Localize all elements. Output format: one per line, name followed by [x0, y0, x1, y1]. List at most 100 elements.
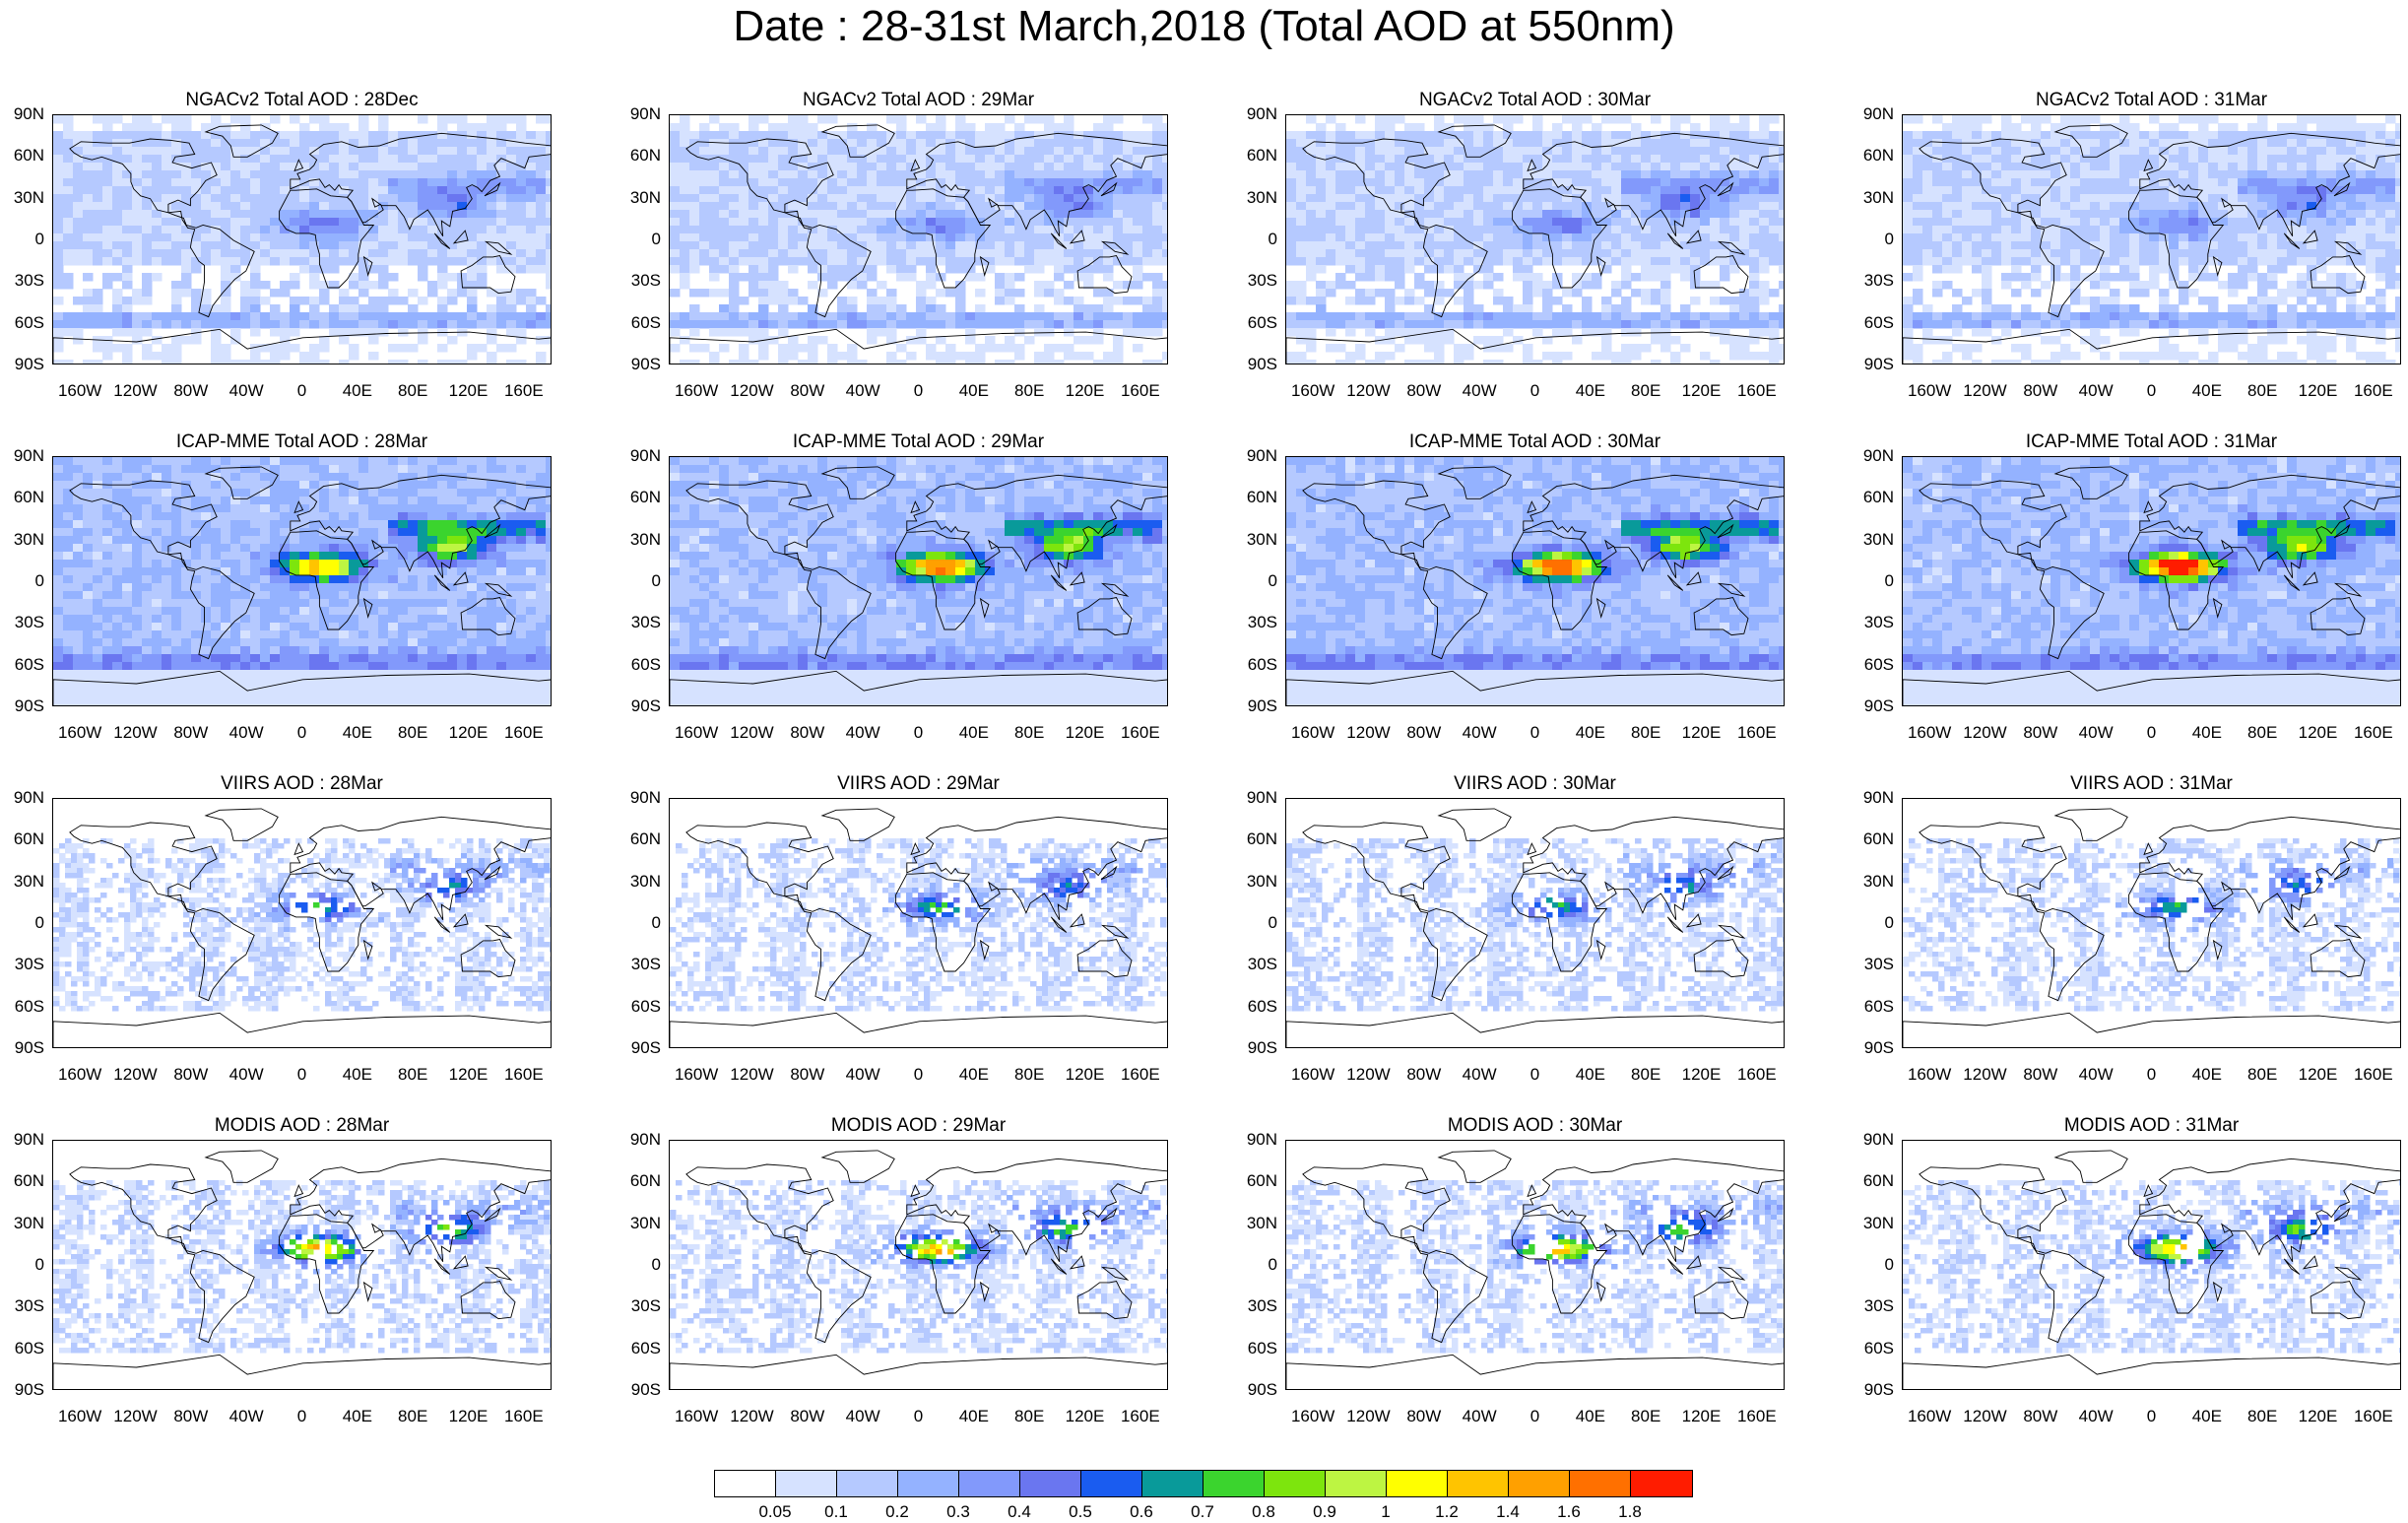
coastlines	[670, 124, 1167, 364]
lon-tick-label: 40E	[1561, 1066, 1620, 1084]
lon-tick-label: 80W	[162, 1408, 221, 1425]
panel-title: NGACv2 Total AOD : 31Mar	[1902, 89, 2401, 112]
colorbar-label: 0.4	[990, 1503, 1049, 1521]
coastlines	[670, 466, 1167, 705]
aod-field	[1903, 457, 2400, 705]
colorbar-box	[775, 1470, 838, 1497]
lon-tick-label: 40W	[833, 1066, 892, 1084]
lat-tick-label: 30N	[0, 530, 44, 549]
lat-tick-label: 30N	[0, 1214, 44, 1232]
lat-tick-label: 0	[612, 231, 661, 248]
colorbar-box	[1264, 1470, 1327, 1497]
colorbar-label: 1.6	[1539, 1503, 1598, 1521]
map-panel-icap-mme-3: ICAP-MME Total AOD : 30Mar 90N 60N 30N 0 30S 6…	[1233, 430, 1852, 765]
lat-tick-label: 30N	[0, 872, 44, 891]
aod-field	[53, 115, 551, 364]
lon-tick-label: 160E	[494, 724, 553, 742]
colorbar-label: 0.05	[746, 1503, 805, 1521]
lon-tick-label: 0	[273, 382, 332, 400]
colorbar-box	[1080, 1470, 1143, 1497]
world-map	[1902, 114, 2401, 364]
panel-title: ICAP-MME Total AOD : 30Mar	[1285, 430, 1785, 454]
lon-tick-label: 80E	[1000, 724, 1059, 742]
lat-tick-label: 90N	[1845, 789, 1894, 807]
aod-field	[1286, 1180, 1784, 1354]
lon-tick-label: 80E	[2233, 1408, 2292, 1425]
map-panel-viirs-1: VIIRS AOD : 28Mar 90N 60N 30N 0 30S 60S 90S 160W…	[0, 772, 618, 1107]
world-map	[669, 798, 1168, 1048]
lat-tick-label: 90N	[0, 789, 44, 807]
lon-tick-label: 160W	[1283, 1066, 1342, 1084]
lon-tick-label: 0	[2122, 382, 2181, 400]
lat-tick-label: 90N	[1228, 447, 1277, 465]
lon-tick-label: 160E	[1727, 1066, 1787, 1084]
colorbar-label: 0.8	[1234, 1503, 1293, 1521]
world-map	[1285, 114, 1785, 364]
lat-tick-label: 90S	[1228, 356, 1277, 373]
aod-field	[1903, 1180, 2400, 1354]
lat-tick-label: 60S	[1228, 313, 1277, 332]
lon-tick-label: 80E	[2233, 724, 2292, 742]
lat-tick-label: 60N	[0, 489, 44, 506]
lon-tick-label: 120W	[1339, 1066, 1399, 1084]
colorbar-label: 1.2	[1417, 1503, 1476, 1521]
lon-tick-label: 160W	[667, 1408, 726, 1425]
lon-tick-label: 120W	[723, 382, 782, 400]
lon-tick-label: 40E	[2178, 724, 2237, 742]
lat-tick-label: 0	[1228, 572, 1277, 590]
lon-tick-label: 40E	[944, 382, 1004, 400]
map-panel-modis-4: MODIS AOD : 31Mar 90N 60N 30N 0 30S 60S 90S 160W…	[1850, 1114, 2408, 1449]
lon-tick-label: 40E	[944, 1408, 1004, 1425]
lon-tick-label: 120W	[1339, 382, 1399, 400]
lon-tick-label: 80E	[383, 724, 442, 742]
colorbar-box	[1508, 1470, 1571, 1497]
lon-tick-label: 80W	[2011, 382, 2070, 400]
lat-tick-label: 60N	[1228, 489, 1277, 506]
lat-tick-label: 0	[612, 572, 661, 590]
lat-tick-label: 90S	[612, 1381, 661, 1399]
lon-tick-label: 80E	[2233, 1066, 2292, 1084]
coastlines	[1903, 466, 2400, 705]
lat-tick-label: 60S	[1228, 997, 1277, 1016]
colorbar-box	[1019, 1470, 1082, 1497]
panel-title: ICAP-MME Total AOD : 29Mar	[669, 430, 1168, 454]
lon-tick-label: 80W	[2011, 1066, 2070, 1084]
lon-tick-label: 40W	[833, 382, 892, 400]
panel-title: VIIRS AOD : 28Mar	[52, 772, 552, 796]
lat-tick-label: 90S	[0, 1039, 44, 1057]
lon-tick-label: 80W	[162, 382, 221, 400]
lat-tick-label: 30S	[0, 614, 44, 631]
lon-tick-label: 120E	[439, 1066, 498, 1084]
lon-tick-label: 160W	[667, 382, 726, 400]
lon-tick-label: 0	[1506, 382, 1565, 400]
lon-tick-label: 120W	[106, 382, 165, 400]
lat-tick-label: 90N	[1845, 1131, 1894, 1149]
lat-tick-label: 60S	[1845, 313, 1894, 332]
lon-tick-label: 120W	[723, 1066, 782, 1084]
lat-tick-label: 30S	[1845, 614, 1894, 631]
lat-tick-label: 90S	[1228, 697, 1277, 715]
lon-tick-label: 120W	[1956, 1066, 2015, 1084]
lon-tick-label: 80W	[1395, 382, 1454, 400]
aod-field	[670, 115, 1167, 364]
lat-tick-label: 30N	[612, 530, 661, 549]
lat-tick-label: 30N	[1228, 530, 1277, 549]
lon-tick-label: 120E	[2289, 1408, 2348, 1425]
lon-tick-label: 160E	[1727, 1408, 1787, 1425]
lon-tick-label: 40W	[2066, 724, 2125, 742]
lon-tick-label: 40W	[1450, 382, 1509, 400]
lat-tick-label: 90S	[1845, 1381, 1894, 1399]
lon-tick-label: 120E	[1672, 1408, 1731, 1425]
lon-tick-label: 160E	[2344, 1408, 2403, 1425]
colorbar-box	[1569, 1470, 1632, 1497]
lat-tick-label: 90N	[0, 447, 44, 465]
colorbar-label: 0.6	[1112, 1503, 1171, 1521]
aod-field	[1903, 115, 2400, 364]
lat-tick-label: 90S	[0, 356, 44, 373]
lon-tick-label: 40E	[2178, 1066, 2237, 1084]
colorbar-label: 1.8	[1600, 1503, 1660, 1521]
lon-tick-label: 40E	[328, 1066, 387, 1084]
lat-tick-label: 0	[1845, 572, 1894, 590]
lat-tick-label: 0	[612, 1256, 661, 1274]
aod-field	[53, 838, 551, 1012]
